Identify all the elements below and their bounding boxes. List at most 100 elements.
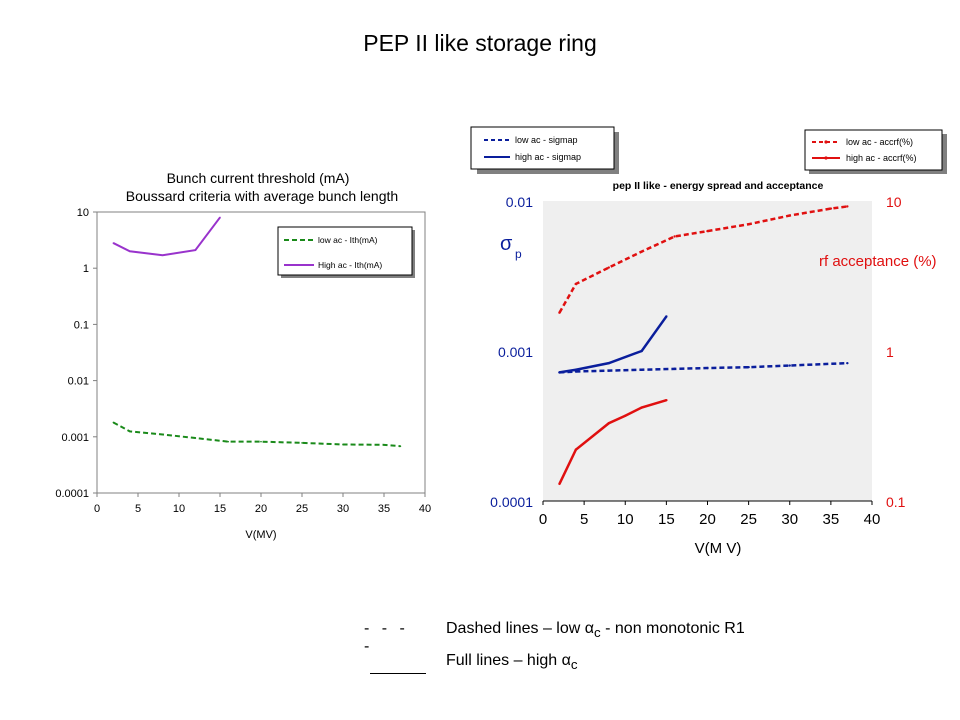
data-point	[129, 250, 131, 253]
x-tick-label: 10	[617, 511, 634, 528]
data-point	[574, 448, 578, 451]
data-point	[706, 366, 709, 370]
x-tick-label: 20	[699, 511, 716, 528]
data-point	[558, 371, 561, 374]
y2-tick-label: 0.1	[886, 494, 906, 510]
data-point	[607, 266, 610, 269]
legend-marker-low-ac-accrf	[824, 140, 828, 144]
x-tick-label: 5	[135, 503, 141, 515]
data-point	[640, 406, 643, 409]
series-line-high-ac-accrf	[558, 398, 667, 485]
chart-title: Bunch current threshold (mA)	[167, 170, 350, 186]
data-point	[665, 315, 668, 318]
y2-tick-label: 1	[886, 344, 894, 360]
legend-box-sigmap	[470, 126, 615, 170]
x-tick-label: 0	[539, 511, 547, 528]
data-point	[574, 282, 578, 286]
y-tick-label: 0.1	[74, 319, 89, 331]
y-axis-label: σ	[500, 233, 513, 255]
series-line-low-ac-ith	[112, 421, 401, 448]
full-line-symbol	[370, 673, 426, 674]
data-point	[607, 422, 610, 425]
x-tick-label: 35	[378, 503, 390, 515]
y2-tick-label: 10	[886, 194, 902, 210]
page-title: PEP II like storage ring	[363, 30, 597, 56]
x-tick-label: 35	[823, 511, 840, 528]
legend-label-high-ac-sigmap: high ac - sigmap	[515, 152, 581, 162]
y-tick-label: 0.0001	[490, 494, 533, 510]
chart-subtitle: Boussard criteria with average bunch len…	[126, 188, 398, 204]
data-point	[607, 361, 610, 365]
x-tick-label: 40	[864, 511, 881, 528]
data-point	[640, 349, 643, 353]
x-tick-label: 0	[94, 503, 100, 515]
data-point	[260, 440, 262, 443]
data-point	[227, 440, 229, 443]
x-tick-label: 10	[173, 503, 185, 515]
data-point	[112, 421, 115, 424]
y-tick-label: 10	[77, 207, 89, 219]
data-point	[112, 242, 115, 244]
y-tick-label: 0.001	[498, 344, 533, 360]
y-tick-label: 0.01	[68, 376, 89, 388]
x-tick-label: 15	[658, 511, 675, 528]
plot-area	[543, 201, 872, 501]
data-point	[607, 369, 610, 372]
legend-label-low-ac-sigmap: low ac - sigmap	[515, 135, 578, 145]
data-point	[194, 437, 197, 439]
data-point	[673, 367, 676, 371]
data-point	[399, 445, 402, 448]
x-tick-label: 40	[419, 503, 431, 515]
series-line-low-ac-accrf	[558, 205, 848, 314]
x-axis-label: V(MV)	[245, 529, 276, 541]
data-point	[161, 254, 164, 257]
x-tick-label: 30	[781, 511, 798, 528]
x-tick-label: 30	[337, 503, 349, 515]
x-tick-label: 25	[296, 503, 308, 515]
legend-label-low-ac: low ac - Ith(mA)	[318, 235, 378, 245]
data-point	[383, 444, 385, 446]
data-point	[640, 250, 643, 253]
legend-label-low-ac-accrf: low ac - accrf(%)	[846, 137, 913, 147]
data-point	[129, 430, 131, 433]
x-tick-label: 25	[740, 511, 757, 528]
data-point	[673, 235, 676, 238]
legend-label-high-ac: High ac - Ith(mA)	[318, 260, 382, 270]
y-tick-label: 1	[83, 263, 89, 275]
data-point	[219, 216, 221, 219]
data-point	[846, 361, 849, 365]
legend-box-accrf	[804, 129, 943, 171]
data-point	[747, 365, 750, 369]
data-point	[665, 398, 668, 402]
data-point	[829, 207, 833, 210]
dashed-symbol: - - - -	[364, 620, 409, 655]
data-point	[788, 214, 791, 217]
data-point	[342, 443, 344, 446]
data-point	[574, 368, 578, 371]
chart-title: pep II like - energy spread and acceptan…	[613, 180, 824, 192]
data-point	[624, 414, 627, 417]
legend-box	[277, 226, 413, 276]
y-tick-label: 0.01	[506, 194, 533, 210]
data-point	[301, 442, 303, 444]
x-tick-label: 15	[214, 503, 226, 515]
y-tick-label: 0.001	[61, 432, 89, 444]
data-point	[558, 482, 561, 486]
data-point	[194, 249, 197, 251]
y-tick-label: 0.0001	[55, 488, 89, 500]
full-note-text: Full lines – high αc	[446, 652, 578, 673]
dashed-note-text: Dashed lines – low αc - non monotonic R1	[446, 620, 745, 641]
x-tick-label: 20	[255, 503, 267, 515]
data-point	[846, 205, 849, 208]
legend-marker-high-ac-accrf	[824, 156, 828, 160]
y-axis-label-subscript: p	[515, 247, 522, 261]
y2-axis-label: rf acceptance (%)	[819, 253, 937, 270]
legend-label-high-ac-accrf: high ac - accrf(%)	[846, 153, 917, 163]
x-axis-label: V(M V)	[695, 540, 742, 557]
data-point	[558, 311, 561, 314]
data-point	[161, 433, 164, 436]
data-point	[747, 223, 750, 226]
x-tick-label: 5	[580, 511, 588, 528]
data-point	[640, 368, 643, 371]
